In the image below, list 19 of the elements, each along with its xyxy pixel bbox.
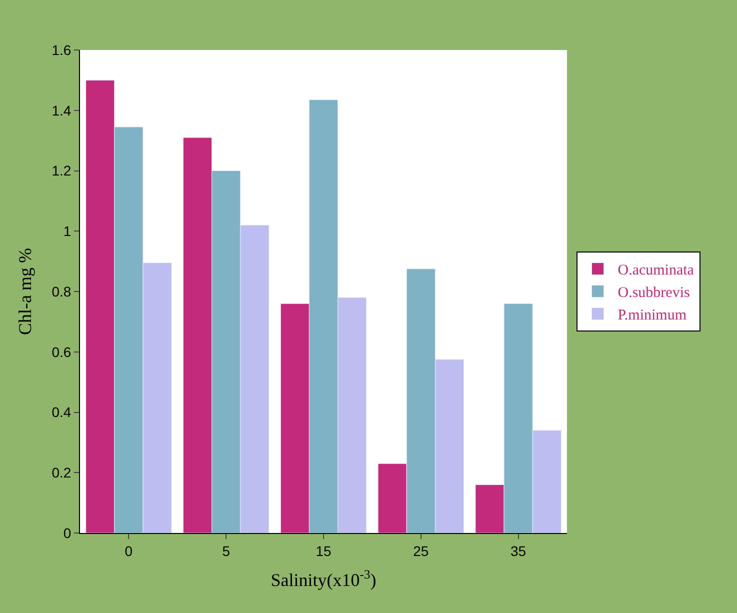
x-tick-label: 35 (510, 542, 526, 559)
y-axis-title: Chl-a mg % (14, 248, 35, 335)
y-tick-label: 0.8 (52, 283, 72, 300)
y-tick-label: 0 (63, 524, 72, 541)
y-tick-label: 1.6 (52, 42, 72, 58)
legend-label: P.minimum (618, 308, 687, 324)
legend-label: O.subbrevis (618, 285, 690, 302)
y-tick-label: 1.2 (52, 162, 72, 179)
x-tick-label: 0 (124, 542, 133, 559)
x-tick-label: 25 (413, 542, 429, 559)
x-tick-label: 15 (316, 542, 332, 559)
y-tick-label: 0.6 (52, 344, 72, 360)
x-tick-label: 5 (222, 542, 230, 559)
legend-label: O.acuminata (618, 262, 694, 279)
y-tick-label: 0.4 (52, 404, 72, 420)
y-tick-label: 1.4 (52, 102, 72, 118)
x-axis-title: Salinity(x10$^{-3}$) (270, 567, 376, 590)
y-tick-label: 1 (63, 223, 72, 240)
y-tick-label: 0.2 (52, 464, 72, 481)
